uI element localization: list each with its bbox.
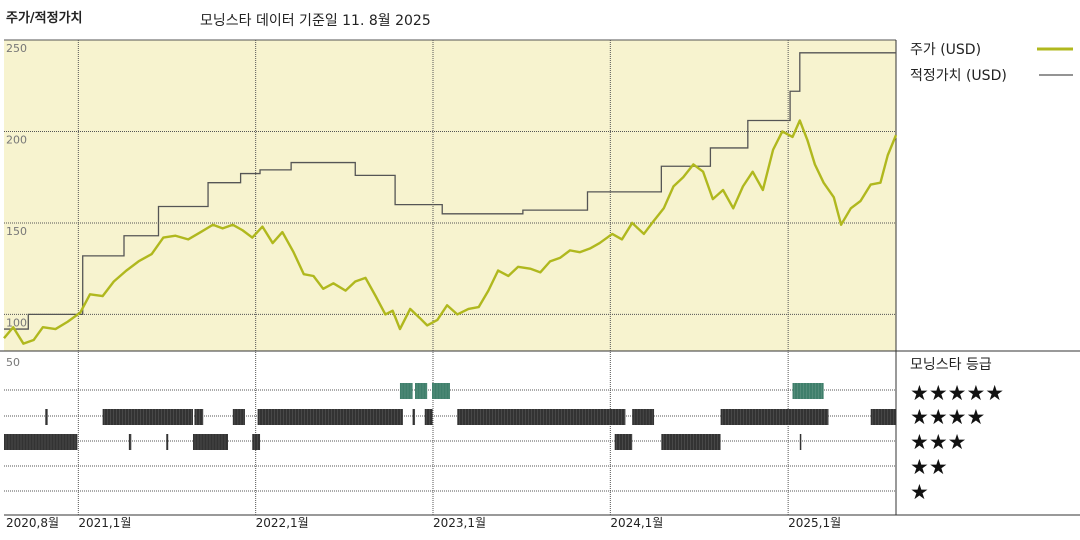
four-star-band: [45, 409, 48, 425]
y-tick-label: 150: [6, 225, 27, 238]
rating-band-rect: [661, 434, 721, 450]
rating-band-rect: [870, 409, 896, 425]
rating-band-rect: [192, 434, 228, 450]
four-star-band: [457, 409, 626, 425]
y-tick-label: 250: [6, 42, 27, 55]
rating-band-rect: [166, 434, 169, 450]
four-star-band: [257, 409, 403, 425]
x-tick-label: 2020,8월: [6, 516, 59, 530]
three-star-label: ★★★: [910, 430, 966, 454]
three-star-band: [614, 434, 633, 450]
four-star-band: [232, 409, 245, 425]
rating-band-rect: [415, 383, 428, 399]
rating-band-rect: [252, 434, 261, 450]
rating-band-rect: [720, 409, 829, 425]
five-star-band: [415, 383, 428, 399]
one-star-label: ★: [910, 480, 929, 504]
rating-band-rect: [4, 434, 78, 450]
rating-band-rect: [432, 383, 450, 399]
page-subtitle: 모닝스타 데이터 기준일 11. 8월 2025: [200, 13, 431, 29]
legend-price-label: 주가 (USD): [910, 42, 981, 58]
fair-value-line: [4, 52, 896, 330]
rating-band-rect: [102, 409, 193, 425]
two-star-label: ★★: [910, 455, 948, 479]
rating-band-rect: [424, 409, 433, 425]
three-star-band: [166, 434, 169, 450]
rating-band-rect: [412, 409, 416, 425]
four-star-band: [194, 409, 204, 425]
rating-band-rect: [614, 434, 633, 450]
rating-band-rect: [128, 434, 132, 450]
y-tick-label: 100: [6, 316, 27, 329]
rating-title: 모닝스타 등급: [910, 357, 992, 373]
rating-band-rect: [257, 409, 403, 425]
rating-band-rect: [45, 409, 48, 425]
rating-band-rect: [399, 383, 413, 399]
three-star-band: [128, 434, 132, 450]
price-line: [3, 119, 898, 345]
x-tick-label: 2022,1월: [256, 516, 309, 530]
x-tick-label: 2025,1월: [788, 516, 841, 530]
rating-y-tick: 50: [6, 356, 20, 369]
three-star-band: [252, 434, 261, 450]
x-tick-label: 2023,1월: [433, 516, 486, 530]
four-star-band: [720, 409, 829, 425]
five-star-band: [399, 383, 413, 399]
three-star-band: [192, 434, 228, 450]
x-tick-label: 2021,1월: [78, 516, 131, 530]
three-star-band: [4, 434, 78, 450]
five-star-band: [432, 383, 450, 399]
four-star-band: [870, 409, 896, 425]
four-star-band: [412, 409, 416, 425]
y-tick-label: 200: [6, 133, 27, 146]
rating-band-rect: [232, 409, 245, 425]
plot-background: [4, 40, 896, 351]
rating-band-layer: [4, 383, 896, 450]
x-tick-label: 2024,1월: [610, 516, 663, 530]
rating-band-rect: [799, 434, 802, 450]
four-star-band: [102, 409, 193, 425]
rating-band-rect: [632, 409, 655, 425]
rating-band-rect: [457, 409, 626, 425]
y-tick-layer: 250 200 150 100: [6, 42, 27, 329]
four-star-label: ★★★★: [910, 405, 985, 429]
grid-layer: [0, 39, 1080, 516]
page-title: 주가/적정가치: [6, 11, 83, 26]
five-star-band: [792, 383, 824, 399]
legend-fair-value-label: 적정가치 (USD): [910, 68, 1007, 84]
rating-band-rect: [194, 409, 204, 425]
x-tick-layer: 2020,8월 2021,1월 2022,1월 2023,1월 2024,1월 2025,…: [6, 516, 841, 530]
five-star-label: ★★★★★: [910, 381, 1004, 405]
rating-band-rect: [792, 383, 824, 399]
three-star-band: [661, 434, 721, 450]
four-star-band: [424, 409, 433, 425]
four-star-band: [632, 409, 655, 425]
three-star-band: [799, 434, 802, 450]
